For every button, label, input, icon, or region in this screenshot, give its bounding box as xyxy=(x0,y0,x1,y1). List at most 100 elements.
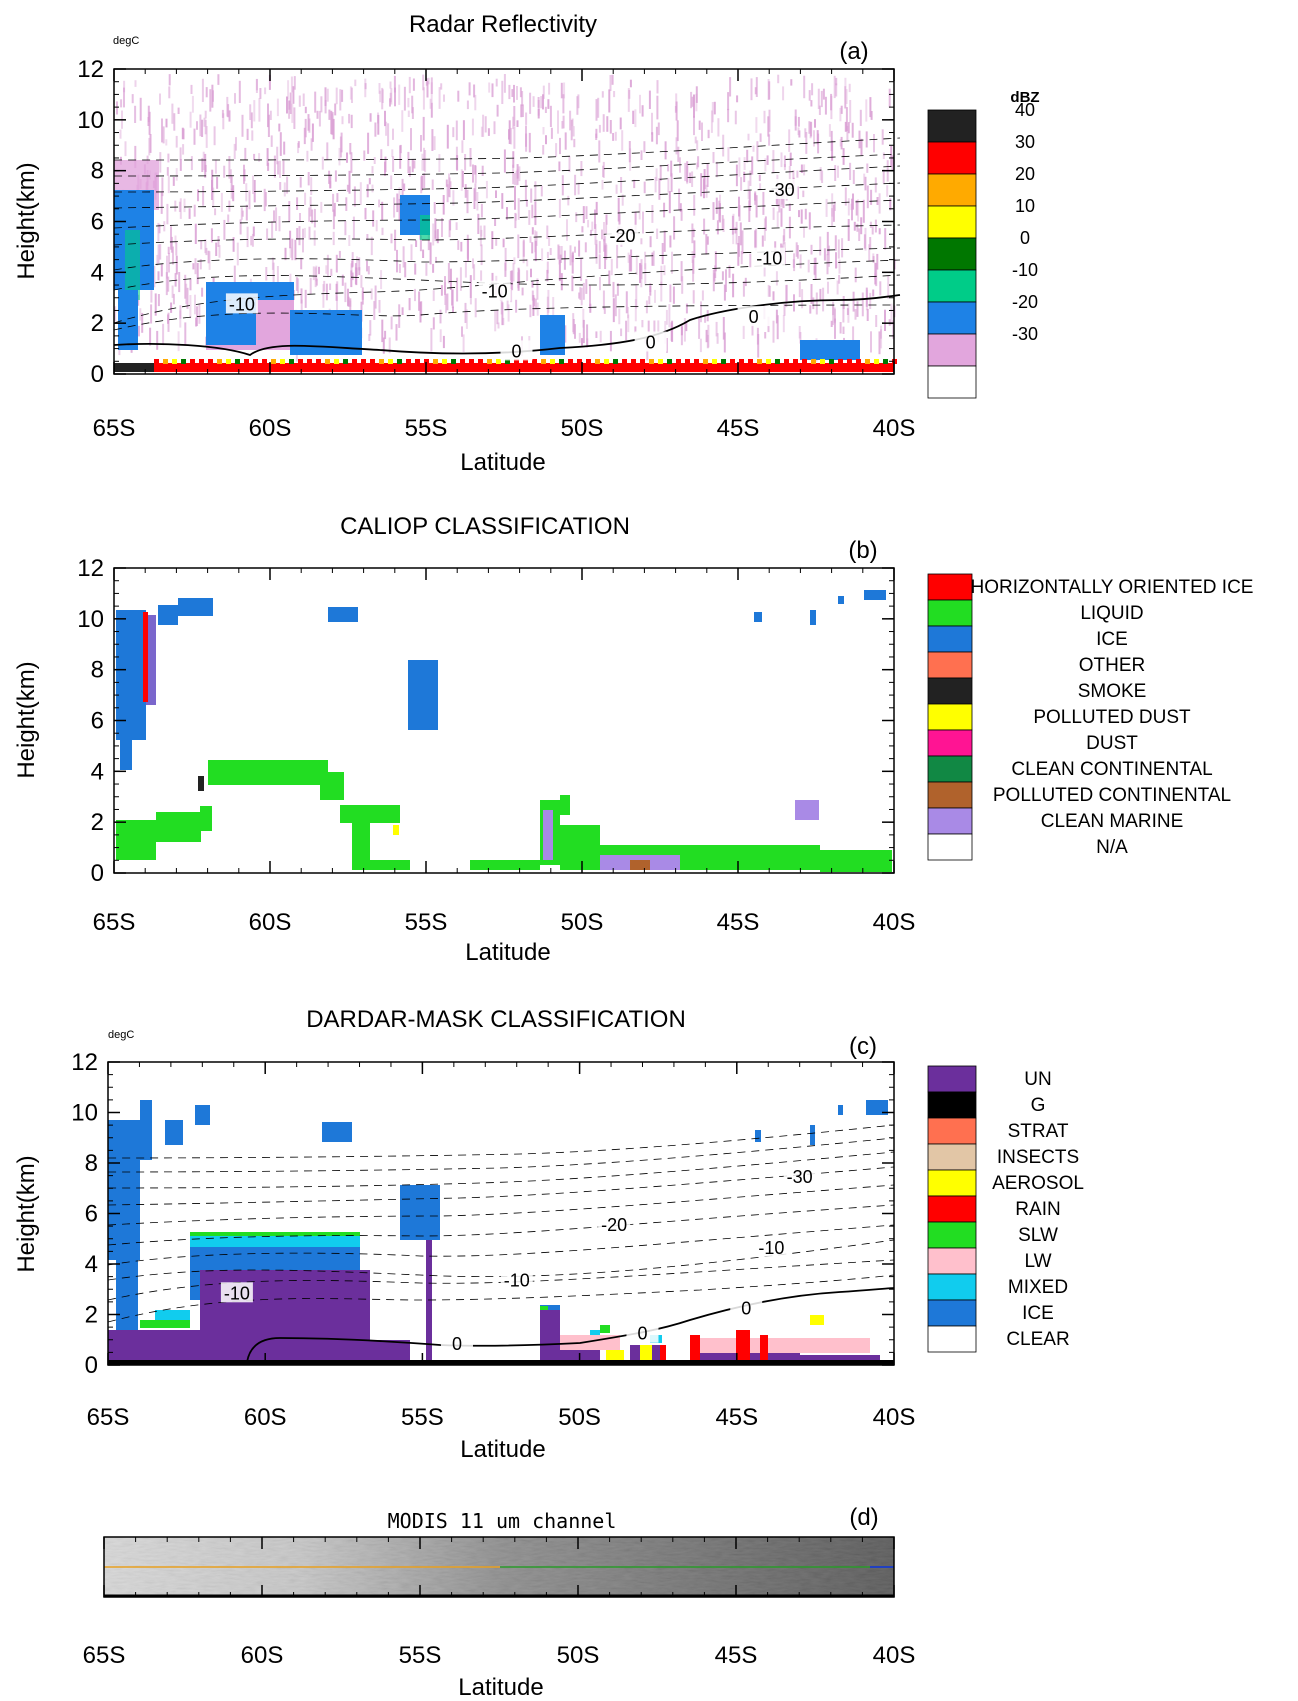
reflectivity-pixel xyxy=(660,265,663,287)
reflectivity-pixel xyxy=(633,179,636,189)
reflectivity-pixel xyxy=(601,229,603,240)
clutter-segment xyxy=(114,363,154,372)
reflectivity-pixel xyxy=(159,244,162,260)
reflectivity-pixel xyxy=(223,165,226,178)
y-tick-label: 2 xyxy=(85,1302,98,1329)
x-tick-label: 50S xyxy=(557,1642,600,1669)
reflectivity-pixel xyxy=(788,166,791,188)
reflectivity-pixel xyxy=(612,298,615,323)
panel-a-xlabel: Latitude xyxy=(460,449,545,476)
x-tick-label: 55S xyxy=(405,415,448,442)
legend-title: dBZ xyxy=(1010,89,1039,106)
reflectivity-pixel xyxy=(742,324,745,339)
reflectivity-pixel xyxy=(754,230,757,249)
reflectivity-pixel xyxy=(830,95,833,120)
reflectivity-pixel xyxy=(201,158,204,172)
reflectivity-pixel xyxy=(639,94,641,114)
reflectivity-pixel xyxy=(332,231,335,246)
reflectivity-pixel xyxy=(815,292,818,315)
reflectivity-pixel xyxy=(751,323,754,336)
reflectivity-pixel xyxy=(585,206,588,219)
reflectivity-pixel xyxy=(542,94,544,110)
reflectivity-pixel xyxy=(202,151,205,171)
reflectivity-pixel xyxy=(175,135,178,148)
reflectivity-pixel xyxy=(265,267,268,281)
reflectivity-pixel xyxy=(713,101,716,115)
reflectivity-pixel xyxy=(308,207,311,222)
reflectivity-pixel xyxy=(205,247,208,256)
reflectivity-pixel xyxy=(571,275,574,292)
x-tick-label: 55S xyxy=(405,909,448,936)
reflectivity-pixel xyxy=(297,141,300,148)
reflectivity-pixel xyxy=(190,156,193,171)
reflectivity-pixel xyxy=(847,198,850,216)
reflectivity-pixel xyxy=(250,112,253,129)
clutter-segment xyxy=(172,359,177,364)
reflectivity-pixel xyxy=(821,170,824,183)
reflectivity-pixel xyxy=(150,304,153,324)
reflectivity-pixel xyxy=(734,227,737,234)
reflectivity-pixel xyxy=(652,250,655,266)
reflectivity-pixel xyxy=(255,78,258,93)
reflectivity-pixel xyxy=(853,221,856,231)
reflectivity-pixel xyxy=(330,268,333,276)
reflectivity-pixel xyxy=(562,94,565,114)
reflectivity-pixel xyxy=(735,164,738,187)
reflectivity-pixel xyxy=(569,110,572,131)
reflectivity-pixel xyxy=(441,218,443,237)
reflectivity-pixel xyxy=(292,86,295,104)
clutter-segment xyxy=(154,359,159,364)
reflectivity-pixel xyxy=(844,187,847,206)
reflectivity-pixel xyxy=(619,117,622,130)
reflectivity-pixel xyxy=(310,138,313,151)
reflectivity-pixel xyxy=(884,228,887,250)
reflectivity-pixel xyxy=(422,249,425,258)
reflectivity-pixel xyxy=(223,219,226,240)
reflectivity-pixel xyxy=(194,258,197,275)
clutter-segment xyxy=(505,359,510,364)
panel-d-frame xyxy=(103,1536,895,1598)
panel-c-plot-area: -30 -20 -10 -10 -10 0 0 0 xyxy=(107,1062,895,1365)
reflectivity-pixel xyxy=(425,263,428,276)
reflectivity-pixel xyxy=(277,161,280,175)
reflectivity-pixel xyxy=(640,238,643,245)
reflectivity-pixel xyxy=(692,290,695,304)
reflectivity-pixel xyxy=(764,158,767,172)
reflectivity-pixel xyxy=(204,110,207,119)
reflectivity-pixel xyxy=(748,190,751,211)
reflectivity-pixel xyxy=(785,284,788,302)
reflectivity-pixel xyxy=(725,269,727,292)
reflectivity-pixel xyxy=(304,118,307,138)
reflectivity-pixel xyxy=(336,281,339,294)
clutter-segment xyxy=(244,359,249,364)
reflectivity-pixel xyxy=(616,283,619,296)
reflectivity-pixel xyxy=(407,110,410,117)
reflectivity-pixel xyxy=(114,306,117,322)
x-tick-label: 65S xyxy=(87,1404,130,1431)
reflectivity-pixel xyxy=(368,178,371,185)
clutter-segment xyxy=(361,359,366,364)
reflectivity-pixel xyxy=(480,126,483,137)
reflectivity-pixel xyxy=(887,275,890,299)
reflectivity-pixel xyxy=(810,284,813,304)
reflectivity-pixel xyxy=(550,127,553,139)
reflectivity-pixel xyxy=(759,183,762,191)
reflectivity-pixel xyxy=(495,190,497,198)
reflectivity-pixel xyxy=(518,269,521,284)
reflectivity-pixel xyxy=(529,304,532,318)
legend-swatch xyxy=(927,1221,977,1249)
legend-label: STRAT xyxy=(1008,1121,1069,1142)
reflectivity-pixel xyxy=(472,258,474,269)
reflectivity-pixel xyxy=(864,176,867,191)
reflectivity-pixel xyxy=(712,152,715,164)
reflectivity-pixel xyxy=(831,208,834,227)
reflectivity-pixel xyxy=(168,74,171,86)
reflectivity-pixel xyxy=(389,98,391,107)
reflectivity-pixel xyxy=(803,164,806,176)
reflectivity-pixel xyxy=(795,242,798,257)
reflectivity-pixel xyxy=(525,112,528,125)
reflectivity-pixel xyxy=(481,165,484,176)
clutter-segment xyxy=(424,359,429,364)
reflectivity-pixel xyxy=(392,156,395,172)
reflectivity-pixel xyxy=(501,193,504,209)
